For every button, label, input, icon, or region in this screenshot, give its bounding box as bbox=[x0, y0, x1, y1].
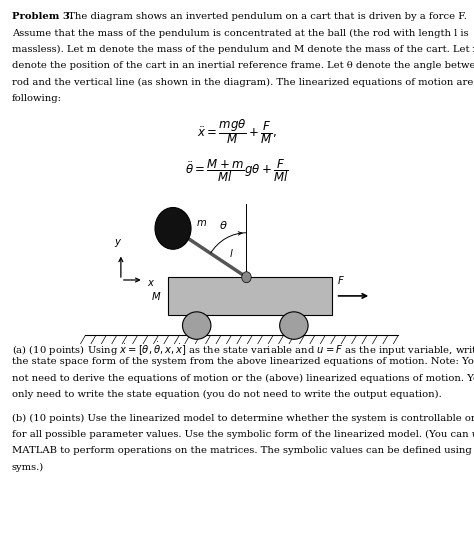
Text: massless). Let m denote the mass of the pendulum and M denote the mass of the ca: massless). Let m denote the mass of the … bbox=[12, 45, 474, 54]
Circle shape bbox=[155, 208, 191, 249]
Text: (a) (10 points) Using $\dot{x} = [\theta, \dot{\theta}, x, \dot{x}]$ as the stat: (a) (10 points) Using $\dot{x} = [\theta… bbox=[12, 341, 474, 358]
Text: not need to derive the equations of motion or the (above) linearized equations o: not need to derive the equations of moti… bbox=[12, 374, 474, 383]
Bar bbox=[168, 277, 332, 315]
Ellipse shape bbox=[182, 312, 211, 339]
Text: $F$: $F$ bbox=[337, 274, 345, 286]
Text: $\ddot{\theta} = \dfrac{M + m}{Ml}g\theta + \dfrac{F}{Ml}$: $\ddot{\theta} = \dfrac{M + m}{Ml}g\thet… bbox=[185, 157, 289, 184]
Text: following:: following: bbox=[12, 94, 62, 103]
Text: $m$: $m$ bbox=[196, 218, 207, 228]
Text: Problem 3.: Problem 3. bbox=[12, 12, 73, 21]
Text: $x$: $x$ bbox=[147, 278, 155, 288]
Text: the state space form of the system from the above linearized equations of motion: the state space form of the system from … bbox=[12, 357, 474, 366]
Text: $\ddot{x} = \dfrac{mg\theta}{M} + \dfrac{F}{M},$: $\ddot{x} = \dfrac{mg\theta}{M} + \dfrac… bbox=[197, 117, 277, 146]
Text: rod and the vertical line (as shown in the diagram). The linearized equations of: rod and the vertical line (as shown in t… bbox=[12, 78, 474, 87]
Text: $M$: $M$ bbox=[151, 290, 161, 302]
Text: The diagram shows an inverted pendulum on a cart that is driven by a force F.: The diagram shows an inverted pendulum o… bbox=[65, 12, 467, 21]
Circle shape bbox=[242, 272, 251, 283]
Text: $l$: $l$ bbox=[229, 247, 234, 259]
Text: syms.): syms.) bbox=[12, 463, 44, 472]
Text: only need to write the state equation (you do not need to write the output equat: only need to write the state equation (y… bbox=[12, 390, 442, 400]
Text: (b) (10 points) Use the linearized model to determine whether the system is cont: (b) (10 points) Use the linearized model… bbox=[12, 413, 474, 423]
Ellipse shape bbox=[280, 312, 308, 339]
Text: MATLAB to perform operations on the matrices. The symbolic values can be defined: MATLAB to perform operations on the matr… bbox=[12, 446, 472, 455]
Text: Assume that the mass of the pendulum is concentrated at the ball (the rod with l: Assume that the mass of the pendulum is … bbox=[12, 29, 468, 38]
Text: $y$: $y$ bbox=[114, 237, 123, 249]
Text: denote the position of the cart in an inertial reference frame. Let θ denote the: denote the position of the cart in an in… bbox=[12, 61, 474, 70]
Text: $\theta$: $\theta$ bbox=[219, 219, 228, 231]
Text: for all possible parameter values. Use the symbolic form of the linearized model: for all possible parameter values. Use t… bbox=[12, 430, 474, 439]
